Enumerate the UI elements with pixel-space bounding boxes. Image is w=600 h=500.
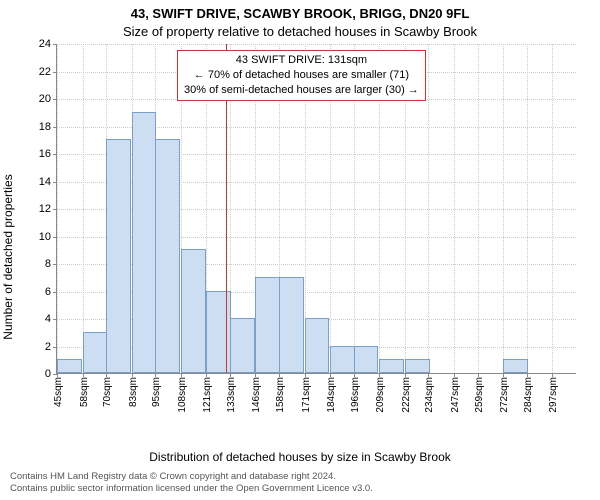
ytick-label: 20 [39, 93, 57, 105]
xtick-label: 259sqm [474, 377, 485, 413]
gridline-v [503, 44, 504, 373]
histogram-bar [106, 139, 131, 373]
annotation-box: 43 SWIFT DRIVE: 131sqm← 70% of detached … [177, 50, 426, 101]
ytick-label: 14 [39, 176, 57, 188]
annotation-line: ← 70% of detached houses are smaller (71… [184, 68, 419, 83]
ytick-label: 10 [39, 231, 57, 243]
xtick-label: 297sqm [548, 377, 559, 413]
xtick-label: 133sqm [226, 377, 237, 413]
annotation-line: 43 SWIFT DRIVE: 131sqm [184, 53, 419, 68]
histogram-bar [230, 318, 255, 373]
xtick-label: 272sqm [499, 377, 510, 413]
xtick-label: 58sqm [79, 377, 90, 407]
xtick-label: 158sqm [275, 377, 286, 413]
histogram-bar [83, 332, 108, 373]
ytick-label: 22 [39, 66, 57, 78]
xtick-label: 95sqm [151, 377, 162, 407]
xtick-label: 121sqm [202, 377, 213, 413]
ytick-label: 24 [39, 38, 57, 50]
ytick-label: 4 [45, 313, 57, 325]
xtick-label: 184sqm [326, 377, 337, 413]
ytick-label: 6 [45, 286, 57, 298]
histogram-bar [206, 291, 231, 374]
chart-title-main: 43, SWIFT DRIVE, SCAWBY BROOK, BRIGG, DN… [0, 6, 600, 21]
ytick-label: 12 [39, 203, 57, 215]
ytick-label: 16 [39, 148, 57, 160]
gridline-v [57, 44, 58, 373]
histogram-bar [330, 346, 355, 374]
x-axis-label: Distribution of detached houses by size … [0, 450, 600, 464]
histogram-bar [305, 318, 330, 373]
ytick-label: 18 [39, 121, 57, 133]
ytick-label: 8 [45, 258, 57, 270]
histogram-bar [503, 359, 528, 373]
gridline-v [454, 44, 455, 373]
xtick-label: 146sqm [251, 377, 262, 413]
xtick-label: 83sqm [128, 377, 139, 407]
xtick-label: 247sqm [450, 377, 461, 413]
histogram-bar [379, 359, 404, 373]
gridline-v [478, 44, 479, 373]
gridline-v [428, 44, 429, 373]
histogram-bar [57, 359, 82, 373]
gridline-v [552, 44, 553, 373]
xtick-label: 171sqm [301, 377, 312, 413]
plot-area: 02468101214161820222445sqm58sqm70sqm83sq… [56, 44, 576, 374]
gridline-h [57, 44, 576, 45]
xtick-label: 209sqm [375, 377, 386, 413]
xtick-label: 234sqm [424, 377, 435, 413]
ytick-label: 2 [45, 341, 57, 353]
xtick-label: 196sqm [350, 377, 361, 413]
footer-attribution-1: Contains HM Land Registry data © Crown c… [10, 471, 336, 482]
footer-attribution-2: Contains public sector information licen… [10, 483, 373, 494]
annotation-line: 30% of semi-detached houses are larger (… [184, 83, 419, 98]
xtick-label: 45sqm [53, 377, 64, 407]
histogram-bar [255, 277, 280, 373]
property-size-chart: 43, SWIFT DRIVE, SCAWBY BROOK, BRIGG, DN… [0, 0, 600, 500]
chart-title-sub: Size of property relative to detached ho… [0, 24, 600, 39]
y-axis-label: Number of detached properties [1, 174, 15, 339]
xtick-label: 70sqm [102, 377, 113, 407]
gridline-v [527, 44, 528, 373]
xtick-label: 284sqm [523, 377, 534, 413]
histogram-bar [354, 346, 379, 374]
histogram-bar [132, 112, 157, 373]
histogram-bar [181, 249, 206, 373]
histogram-bar [155, 139, 180, 373]
histogram-bar [405, 359, 430, 373]
xtick-label: 108sqm [177, 377, 188, 413]
histogram-bar [279, 277, 304, 373]
gridline-v [83, 44, 84, 373]
xtick-label: 222sqm [401, 377, 412, 413]
